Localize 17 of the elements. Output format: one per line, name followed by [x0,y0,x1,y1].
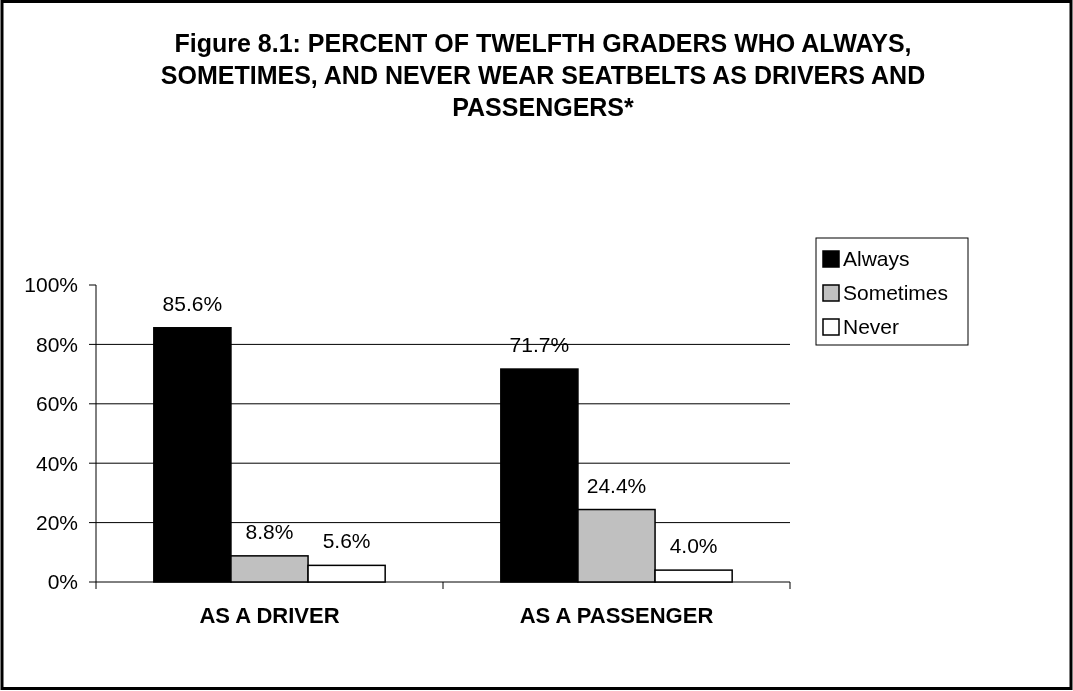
data-label: 85.6% [162,291,223,315]
y-tick-label: 100% [24,273,78,297]
x-tick-label: AS A DRIVER [199,603,340,628]
y-tick-label: 80% [35,332,78,356]
y-tick-label: 0% [47,570,78,594]
legend-label: Sometimes [843,281,949,305]
data-label: 5.6% [322,529,371,553]
y-tick-label: 40% [35,451,78,475]
x-tick-label: AS A PASSENGER [519,603,714,628]
data-label: 4.0% [669,534,718,558]
y-tick-label: 60% [35,392,78,416]
legend-label: Always [843,247,910,271]
y-tick-label: 20% [35,510,78,534]
chart-title: Figure 8.1: PERCENT OF TWELFTH GRADERS WHO ALWAYS, SOMETIMES, AND NEVER WEAR SEATBELTS AS DRIVERS AND PASSENGERS* [160,29,926,121]
legend-label: Never [843,315,900,339]
data-label: 24.4% [586,473,647,497]
data-label: 8.8% [245,519,294,543]
